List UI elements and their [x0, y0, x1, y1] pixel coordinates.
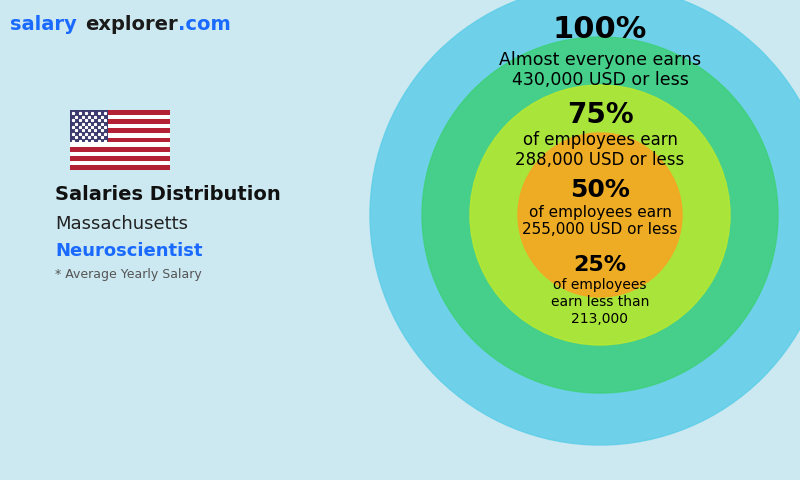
Text: 213,000: 213,000: [571, 312, 629, 326]
Bar: [70, 152, 170, 156]
Bar: [70, 133, 170, 138]
Text: Neuroscientist: Neuroscientist: [55, 242, 202, 260]
Text: 25%: 25%: [574, 255, 626, 275]
Bar: [70, 110, 108, 142]
Text: salary: salary: [10, 15, 77, 34]
Text: Salaries Distribution: Salaries Distribution: [55, 185, 281, 204]
Circle shape: [470, 85, 730, 345]
Bar: [70, 115, 170, 119]
Text: of employees earn: of employees earn: [522, 131, 678, 149]
Bar: [70, 147, 170, 152]
Text: 100%: 100%: [553, 15, 647, 45]
Text: * Average Yearly Salary: * Average Yearly Salary: [55, 268, 202, 281]
Text: of employees: of employees: [554, 278, 646, 292]
Bar: [70, 161, 170, 166]
Text: Almost everyone earns: Almost everyone earns: [499, 51, 701, 69]
Bar: [70, 156, 170, 161]
Text: 255,000 USD or less: 255,000 USD or less: [522, 223, 678, 238]
Text: 50%: 50%: [570, 178, 630, 202]
Bar: [70, 110, 170, 115]
Bar: [70, 142, 170, 147]
Text: .com: .com: [178, 15, 230, 34]
Bar: [70, 138, 170, 142]
Text: 75%: 75%: [566, 101, 634, 129]
Text: 430,000 USD or less: 430,000 USD or less: [511, 71, 689, 89]
Circle shape: [422, 37, 778, 393]
Circle shape: [370, 0, 800, 445]
Text: 288,000 USD or less: 288,000 USD or less: [515, 151, 685, 169]
Circle shape: [518, 133, 682, 297]
Text: earn less than: earn less than: [551, 295, 649, 309]
Bar: [70, 119, 170, 124]
Bar: [70, 166, 170, 170]
Text: explorer: explorer: [85, 15, 178, 34]
Text: of employees earn: of employees earn: [529, 204, 671, 219]
Bar: [70, 129, 170, 133]
Bar: [70, 124, 170, 129]
Text: Massachusetts: Massachusetts: [55, 215, 188, 233]
